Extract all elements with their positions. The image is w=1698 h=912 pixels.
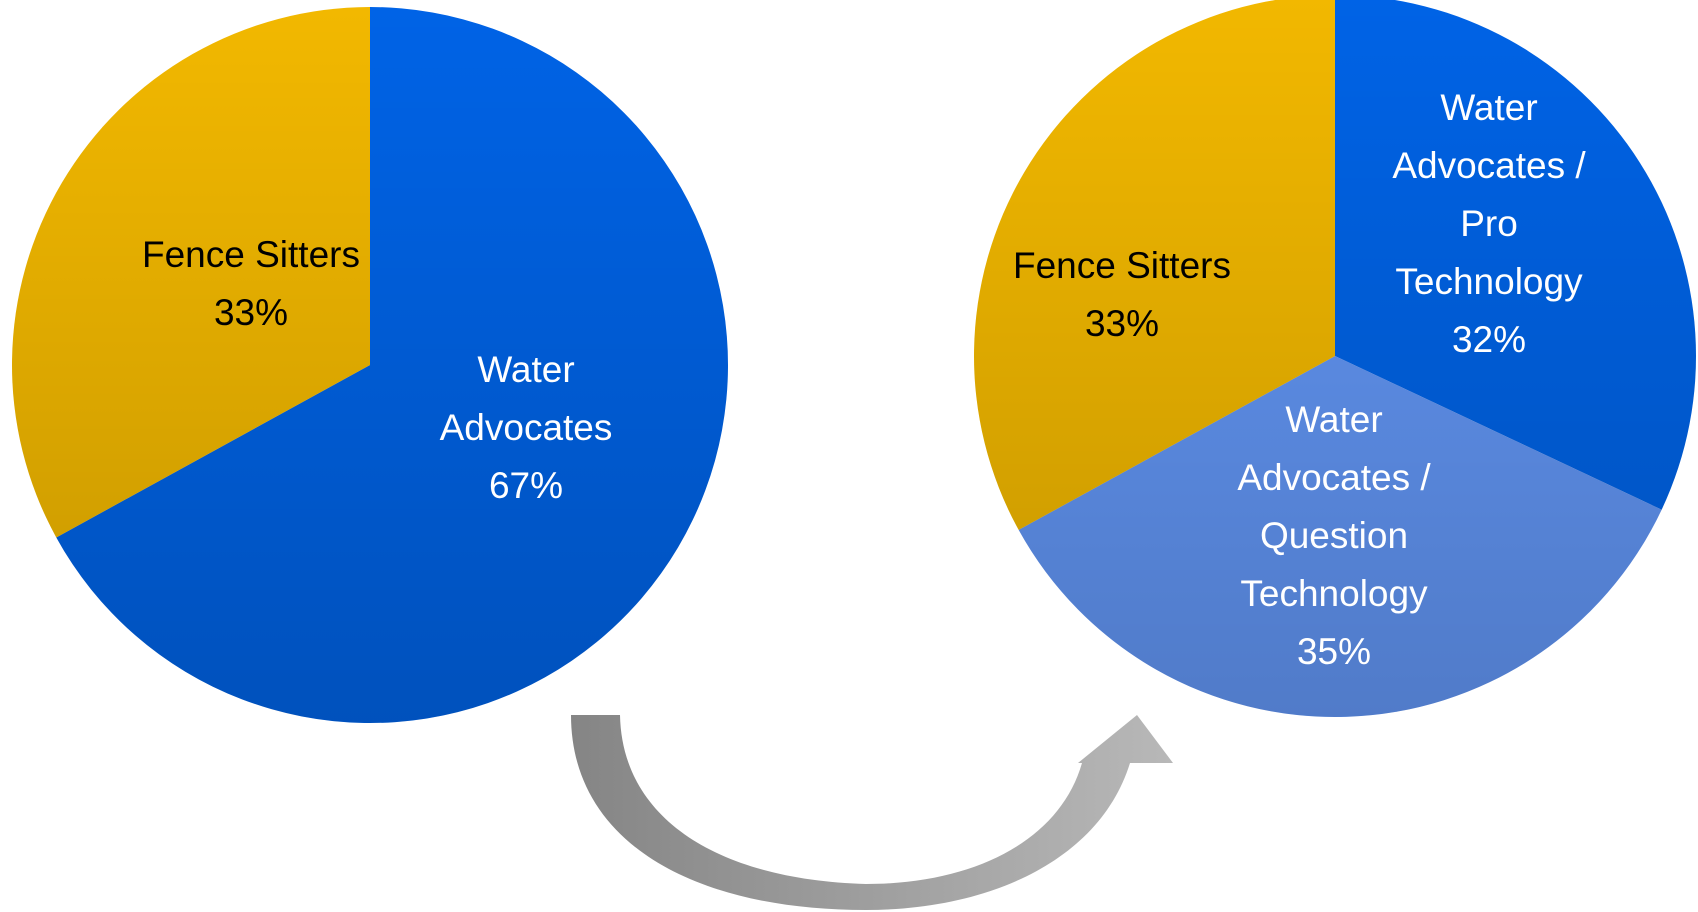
slice-category: Water Advocates xyxy=(439,349,613,448)
slice-value: 35% xyxy=(1296,631,1372,672)
slice-category: Water Advocates / Question Technology xyxy=(1237,399,1431,614)
slice-value: 67% xyxy=(488,465,564,506)
slice-value: 32% xyxy=(1451,319,1527,360)
slice-label: Water Advocates / Question Technology 35% xyxy=(1214,391,1454,681)
slice-label: Fence Sitters 33% xyxy=(972,237,1272,353)
transition-arrow xyxy=(571,715,1173,910)
slice-category: Fence Sitters xyxy=(1013,245,1231,286)
slice-category: Water Advocates / Pro Technology xyxy=(1392,87,1586,302)
slice-category: Fence Sitters xyxy=(142,234,360,275)
slice-label: Water Advocates / Pro Technology 32% xyxy=(1379,79,1599,369)
slice-label: Fence Sitters 33% xyxy=(101,226,401,342)
slice-value: 33% xyxy=(213,292,289,333)
slice-value: 33% xyxy=(1084,303,1160,344)
slice-label: Water Advocates 67% xyxy=(416,341,636,515)
